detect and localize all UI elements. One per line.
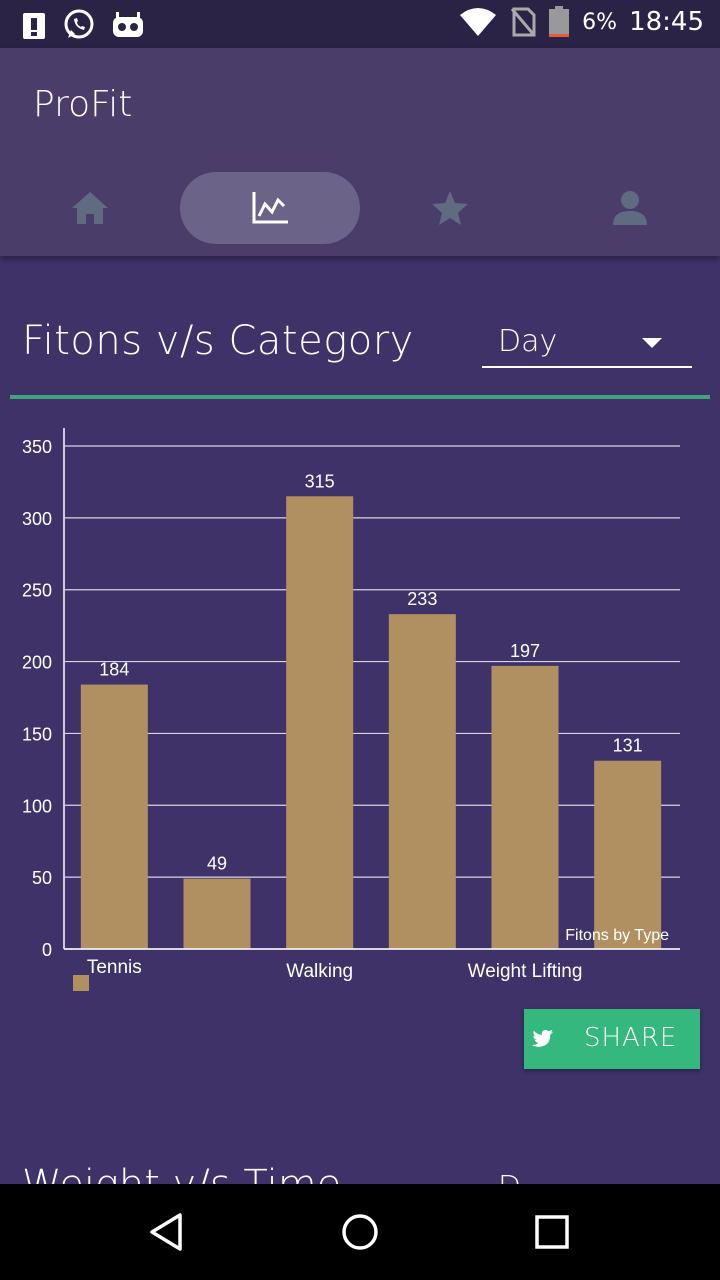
y-tick-label: 200 [22, 653, 52, 673]
bar-value-label: 49 [207, 854, 227, 874]
system-nav-bar [0, 1184, 720, 1280]
period-select[interactable]: Day [482, 322, 692, 368]
app-title: ProFit [33, 84, 133, 125]
home-button[interactable] [300, 1184, 420, 1280]
tab-home[interactable] [0, 172, 180, 244]
section-divider [10, 395, 710, 399]
bar [80, 684, 148, 949]
person-icon [613, 191, 647, 225]
y-tick-label: 300 [22, 509, 52, 529]
app-bar: ProFit [0, 48, 720, 256]
legend-label: Fitons by Type [565, 927, 669, 944]
clock: 18:45 [629, 7, 704, 37]
bar-value-label: 315 [305, 471, 335, 491]
bar-value-label: 131 [613, 736, 643, 756]
period-select-value: Day [498, 324, 558, 359]
fitons-bar-chart: 0 50 100 150 200 250 300 350 184 Tennis 49 315 Walki… [22, 428, 680, 991]
x-tick-label: Weight Lifting [468, 961, 583, 982]
share-label: SHARE [584, 1023, 678, 1053]
y-tick-label: 350 [22, 437, 52, 457]
chart-icon [252, 192, 288, 224]
bar-value-label: 197 [510, 641, 540, 661]
back-button[interactable] [108, 1184, 228, 1280]
twitter-icon [532, 1029, 554, 1047]
y-tick-label: 150 [22, 724, 52, 744]
battery-percent: 6% [582, 9, 618, 35]
tab-profile[interactable] [540, 172, 720, 244]
bar-value-label: 184 [99, 660, 129, 680]
bar [491, 665, 559, 949]
back-icon [150, 1213, 182, 1251]
bar [286, 496, 354, 949]
bar [388, 614, 456, 949]
tab-bar [0, 172, 720, 244]
whatsapp-icon [64, 9, 94, 39]
status-bar: 6% 18:45 [0, 0, 720, 48]
x-tick-label: Tennis [87, 957, 142, 978]
star-icon [432, 191, 468, 225]
bar [594, 760, 662, 949]
tab-favorites[interactable] [360, 172, 540, 244]
recents-button[interactable] [492, 1184, 612, 1280]
tab-chart[interactable] [180, 172, 360, 244]
bar [183, 878, 251, 949]
y-tick-label: 0 [42, 940, 52, 960]
recents-icon [535, 1215, 569, 1249]
y-tick-label: 50 [32, 868, 52, 888]
cyanogen-icon [113, 12, 143, 37]
wifi-icon [460, 8, 497, 36]
y-tick-label: 250 [22, 581, 52, 601]
chevron-down-icon [642, 338, 662, 348]
home-circle-icon [342, 1214, 378, 1250]
bar-value-label: 233 [407, 589, 437, 609]
x-tick-label: Walking [286, 961, 353, 982]
alert-icon [23, 13, 45, 39]
section-title: Fitons v/s Category [22, 318, 414, 364]
y-tick-label: 100 [22, 796, 52, 816]
no-sim-icon [511, 7, 536, 37]
share-button[interactable]: SHARE [524, 1009, 700, 1069]
legend-swatch [73, 975, 89, 991]
battery-icon [549, 6, 570, 37]
home-icon [72, 192, 108, 224]
